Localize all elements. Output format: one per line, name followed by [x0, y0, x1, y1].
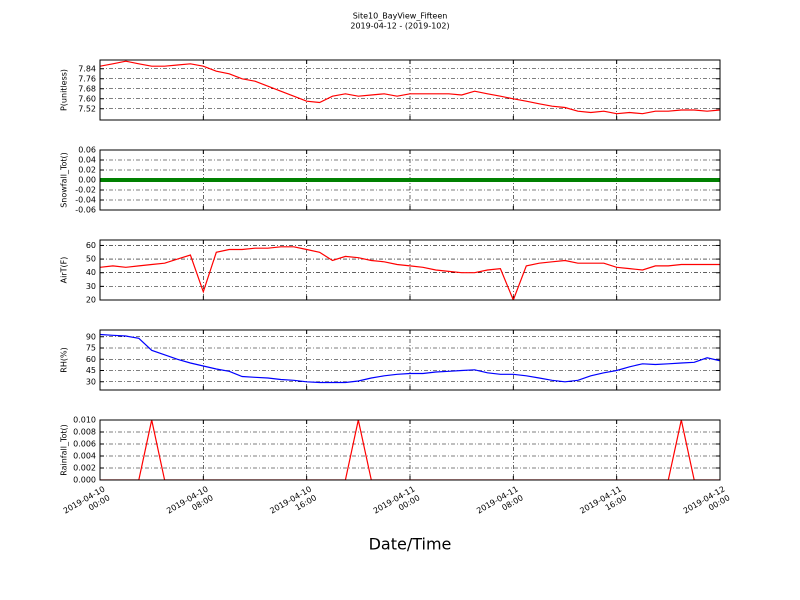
- data-line: [100, 60, 720, 115]
- plot-frame: [99, 239, 721, 301]
- y-tick-label: 7.76: [78, 74, 96, 83]
- plot-frame: [99, 149, 721, 211]
- y-tick-label: 45: [86, 366, 96, 375]
- y-tick-label: 0.00: [78, 176, 96, 185]
- plot-frame: [99, 419, 721, 481]
- y-tick-label: 0.002: [73, 464, 96, 473]
- x-tick-label: 2019-04-1008:00: [165, 484, 215, 524]
- y-tick-label: 90: [86, 332, 96, 341]
- x-tick-label: 2019-04-1108:00: [475, 484, 525, 524]
- data-line: [100, 246, 720, 300]
- y-tick-label: 60: [86, 241, 96, 250]
- x-tick-label: 2019-04-1116:00: [578, 484, 628, 524]
- plot-frame: [99, 59, 721, 121]
- y-tick-label: 0.04: [78, 156, 96, 165]
- y-axis-label: RH(%): [60, 347, 69, 372]
- y-axis-label: Snowfall_Tot(): [60, 152, 69, 208]
- y-axis-label: P(unitless): [60, 69, 69, 111]
- data-line: [100, 333, 720, 384]
- y-tick-label: -0.04: [75, 196, 96, 205]
- y-tick-label: 20: [86, 296, 96, 305]
- chart-title: Site10_BayView_Fifteen: [353, 12, 448, 21]
- plot-frame: [99, 329, 721, 391]
- y-tick-label: 0.02: [78, 166, 96, 175]
- y-tick-label: 7.52: [78, 104, 96, 113]
- y-tick-label: 0.006: [73, 440, 96, 449]
- y-tick-label: 60: [86, 355, 96, 364]
- y-tick-label: 0.06: [78, 146, 96, 155]
- y-tick-label: -0.02: [75, 186, 96, 195]
- y-tick-label: 30: [86, 377, 96, 386]
- y-tick-label: -0.06: [75, 206, 96, 215]
- y-tick-label: 7.60: [78, 94, 96, 103]
- chart-subtitle: 2019-04-12 - (2019-102): [350, 22, 449, 31]
- y-tick-label: 0.004: [73, 452, 96, 461]
- y-tick-label: 30: [86, 282, 96, 291]
- y-tick-label: 0.000: [73, 476, 96, 485]
- x-tick-label: 2019-04-1100:00: [371, 484, 421, 524]
- y-tick-label: 0.008: [73, 428, 96, 437]
- y-axis-label: AirT(F): [60, 257, 69, 284]
- y-tick-label: 0.010: [73, 416, 96, 425]
- y-tick-label: 7.84: [78, 64, 96, 73]
- y-tick-label: 75: [86, 344, 96, 353]
- y-axis-label: Rainfall_Tot(): [60, 424, 69, 476]
- y-tick-label: 40: [86, 268, 96, 277]
- x-tick-label: 2019-04-1200:00: [681, 484, 731, 524]
- y-tick-label: 50: [86, 255, 96, 264]
- x-axis-label: Date/Time: [369, 535, 452, 554]
- x-tick-label: 2019-04-1016:00: [268, 484, 318, 524]
- x-tick-label: 2019-04-1000:00: [61, 484, 111, 524]
- y-tick-label: 7.68: [78, 84, 96, 93]
